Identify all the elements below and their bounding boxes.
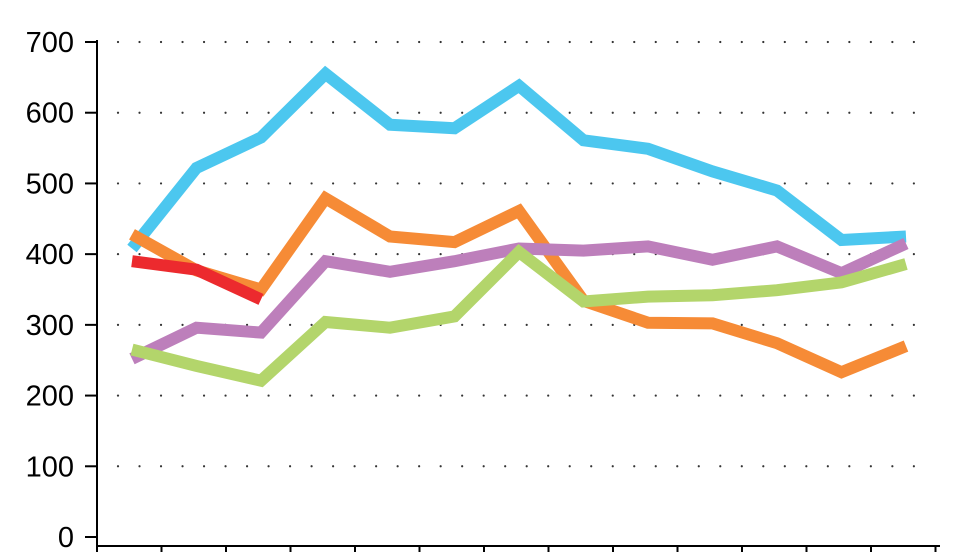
- y-tick-label-200: 200: [26, 381, 74, 413]
- y-tick-label-300: 300: [26, 310, 74, 342]
- series-line-4: [130, 244, 908, 388]
- y-tick-label-700: 700: [26, 27, 74, 59]
- y-tick-label-400: 400: [26, 239, 74, 271]
- y-tick-label-600: 600: [26, 98, 74, 130]
- axes: [85, 40, 940, 552]
- series-line-3: [129, 238, 909, 365]
- series-line-5: [131, 255, 264, 305]
- y-tick-label-500: 500: [26, 168, 74, 200]
- y-tick-label-0: 0: [58, 522, 74, 552]
- series-lines: [127, 65, 909, 388]
- y-tick-labels: 0 100 200 300 400 500 600 700: [26, 27, 74, 552]
- series-line-2: [129, 190, 909, 379]
- y-tick-label-100: 100: [26, 451, 74, 483]
- series-line-1: [127, 65, 907, 253]
